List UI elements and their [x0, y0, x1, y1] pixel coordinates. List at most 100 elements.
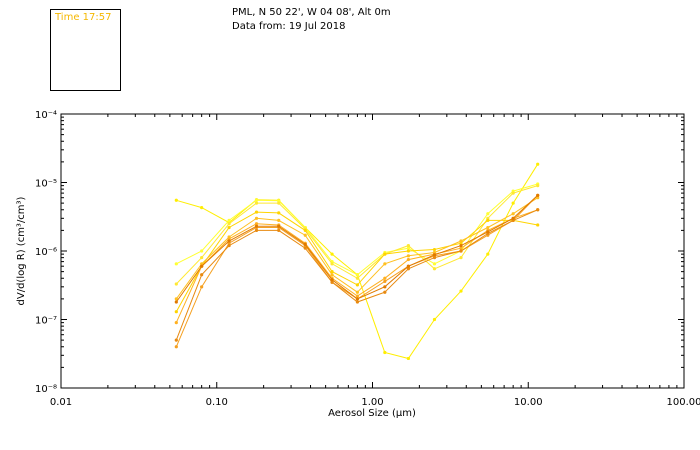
data-point — [383, 290, 387, 294]
y-tick-label: 10⁻⁶ — [35, 247, 57, 258]
data-point — [174, 297, 178, 301]
legend-box: Time 17:57 — [50, 9, 121, 91]
date-label: Data from: 19 Jul 2018 — [232, 21, 346, 32]
data-point — [432, 267, 437, 271]
data-point — [536, 223, 540, 227]
data-point — [459, 239, 463, 243]
data-point — [303, 242, 307, 246]
data-point — [432, 317, 437, 322]
data-point — [486, 218, 490, 222]
plot-area-frame — [60, 113, 685, 389]
data-point — [277, 218, 281, 222]
data-point — [200, 206, 204, 210]
data-point — [383, 276, 387, 280]
data-point — [303, 228, 307, 232]
data-point — [459, 241, 463, 245]
axis-ticks: 0.01 0.10 1.00 10.00 100.00 10⁻⁸ 10⁻⁷ 10⁻⁶ 10⁻⁵ 1… — [35, 110, 700, 408]
data-point — [355, 300, 360, 304]
data-point — [536, 193, 540, 197]
data-point — [511, 216, 515, 220]
data-point — [432, 256, 437, 260]
data-point — [383, 252, 387, 256]
data-point — [200, 285, 204, 289]
data-point — [200, 249, 204, 253]
data-point — [330, 280, 334, 284]
data-point — [536, 184, 540, 188]
x-tick-label: 0.01 — [50, 397, 72, 408]
data-point — [174, 345, 178, 349]
data-point — [383, 285, 387, 289]
data-point — [277, 201, 281, 205]
x-tick-label: 1.00 — [361, 397, 383, 408]
data-point — [277, 211, 281, 215]
data-point — [174, 321, 178, 325]
data-point — [227, 222, 231, 226]
y-axis-label: dV/d(log R) (cm³/cm³) — [16, 196, 27, 305]
series-line-3 — [175, 185, 538, 285]
data-point — [383, 350, 387, 355]
data-point — [355, 294, 360, 298]
data-point — [200, 256, 204, 260]
data-point — [511, 212, 515, 216]
data-point — [355, 276, 360, 280]
data-point — [330, 278, 334, 282]
data-point — [406, 254, 410, 258]
data-point — [406, 356, 410, 361]
data-point — [200, 262, 204, 266]
data-point — [383, 279, 387, 283]
data-series — [174, 162, 540, 361]
data-point — [227, 243, 231, 248]
x-axis-label: Aerosol Size (µm) — [328, 408, 416, 419]
data-point — [200, 273, 204, 277]
y-tick-label: 10⁻⁴ — [35, 110, 57, 121]
data-point — [486, 212, 490, 216]
data-point — [303, 233, 307, 237]
data-point — [174, 338, 178, 342]
data-point — [330, 273, 334, 277]
data-point — [174, 310, 178, 314]
y-tick-label: 10⁻⁷ — [35, 316, 57, 327]
data-point — [459, 256, 463, 260]
data-point — [227, 218, 231, 222]
data-point — [303, 246, 307, 250]
series-line-7 — [175, 194, 539, 347]
data-point — [486, 252, 490, 256]
data-point — [432, 262, 437, 266]
data-point — [406, 243, 410, 248]
data-point — [254, 216, 259, 220]
chart-header: PML, N 50 22', W 04 08', Alt 0m Data fro… — [232, 6, 391, 34]
data-point — [459, 249, 463, 253]
data-point — [511, 191, 515, 195]
data-point — [254, 224, 259, 228]
data-point — [406, 246, 410, 250]
data-point — [254, 222, 259, 226]
data-point — [277, 199, 281, 203]
x-tick-label: 10.00 — [514, 397, 543, 408]
data-point — [227, 225, 231, 230]
data-point — [174, 300, 178, 304]
y-tick-label: 10⁻⁵ — [35, 179, 57, 190]
data-point — [486, 225, 490, 230]
data-point — [406, 267, 410, 271]
data-point — [536, 162, 540, 166]
data-point — [355, 290, 360, 294]
x-tick-label: 100.00 — [667, 397, 700, 408]
data-point — [330, 270, 334, 274]
data-point — [383, 262, 387, 266]
data-point — [330, 262, 334, 266]
legend-time-label: Time 17:57 — [55, 12, 112, 23]
data-point — [254, 198, 259, 202]
location-label: PML, N 50 22', W 04 08', Alt 0m — [232, 7, 391, 18]
data-point — [355, 273, 360, 277]
data-point — [355, 283, 360, 287]
x-tick-label: 0.10 — [206, 397, 228, 408]
series-line-1 — [176, 163, 539, 360]
data-point — [459, 289, 463, 293]
data-point — [432, 253, 437, 257]
data-point — [254, 228, 259, 232]
data-point — [432, 247, 437, 252]
y-tick-label: 10⁻⁸ — [35, 384, 57, 395]
data-point — [355, 297, 360, 301]
data-point — [254, 201, 259, 205]
